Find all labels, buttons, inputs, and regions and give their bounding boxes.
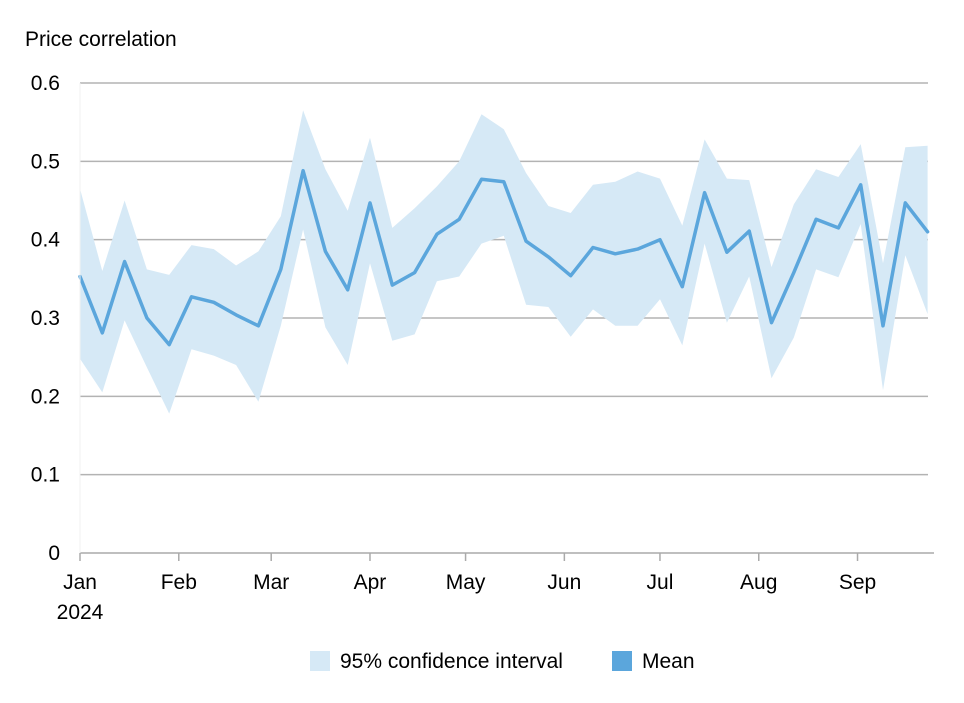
y-tick-label: 0.6	[31, 72, 60, 95]
x-tick-label: Sep	[839, 571, 876, 594]
y-tick-label: 0.4	[31, 229, 61, 252]
y-tick-label: 0.1	[31, 464, 60, 487]
x-tick-label: Apr	[354, 571, 387, 594]
x-tick-label: Jun	[547, 571, 581, 594]
mean-line	[78, 168, 930, 347]
x-tick-labels: Jan 2024 Feb Mar Apr May Jun Jul Aug Sep	[57, 571, 877, 624]
x-tick-label: Jan	[63, 571, 97, 594]
confidence-band-layer	[80, 110, 928, 414]
y-tick-labels: 0 0.1 0.2 0.3 0.4 0.5 0.6	[31, 72, 61, 565]
legend: 95% confidence interval Mean	[310, 650, 695, 673]
x-tick-label: Feb	[161, 571, 197, 594]
legend-label-band: 95% confidence interval	[340, 650, 563, 673]
legend-swatch-mean	[612, 651, 632, 671]
axes	[79, 83, 934, 561]
y-tick-label: 0.3	[31, 307, 60, 330]
x-tick-label: Mar	[253, 571, 289, 594]
legend-swatch-band	[310, 651, 330, 671]
x-tick-label: Aug	[740, 571, 777, 594]
mean-line-layer	[78, 168, 930, 347]
confidence-band	[80, 110, 928, 414]
x-tick-label: Jul	[647, 571, 674, 594]
x-tick-sublabel: 2024	[57, 601, 104, 624]
y-axis-title: Price correlation	[25, 28, 177, 51]
y-tick-label: 0.2	[31, 385, 60, 408]
y-tick-label: 0	[48, 542, 60, 565]
y-tick-label: 0.5	[31, 150, 60, 173]
legend-label-mean: Mean	[642, 650, 695, 673]
x-tick-label: May	[446, 571, 486, 594]
